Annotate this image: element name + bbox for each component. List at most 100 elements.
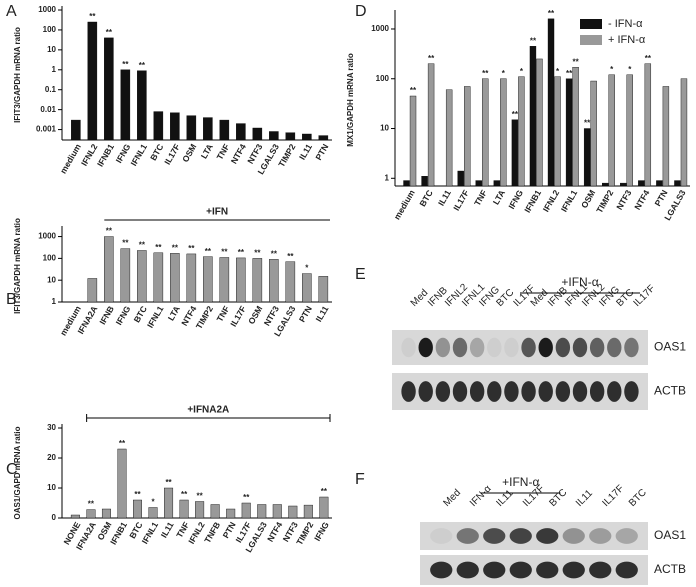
- group-label: +IFN-α: [502, 475, 539, 489]
- blot-band: [456, 561, 479, 579]
- bar: [269, 259, 279, 303]
- x-tick-label: IFNB1: [522, 188, 543, 215]
- blot-band: [483, 528, 506, 544]
- significance: **: [572, 57, 579, 66]
- significance: **: [172, 243, 179, 252]
- lane-label: IFN-α: [468, 483, 494, 509]
- significance: **: [106, 28, 113, 37]
- x-tick-label: IL11: [297, 142, 314, 162]
- bar: [302, 133, 312, 141]
- bar: [71, 119, 81, 141]
- significance: **: [89, 12, 96, 21]
- lane-label: BTC: [547, 487, 569, 509]
- x-tick-label: LTA: [166, 304, 182, 322]
- blot-band: [452, 381, 468, 402]
- bar: [547, 18, 555, 187]
- blot-band: [589, 528, 612, 544]
- significance: **: [139, 241, 146, 250]
- x-tick-label: IFNG: [312, 520, 331, 543]
- bar: [626, 74, 633, 187]
- blot-band: [469, 337, 485, 358]
- legend-label: - IFN-α: [608, 18, 643, 30]
- bar: [303, 504, 313, 519]
- bar: [179, 499, 189, 519]
- blot-band: [469, 381, 485, 402]
- x-tick-label: NTF3: [614, 188, 633, 212]
- x-tick-label: medium: [392, 188, 417, 222]
- blot-strip: [420, 555, 648, 585]
- bar: [195, 501, 205, 519]
- bar: [269, 131, 279, 141]
- blot-band: [572, 381, 588, 402]
- bar: [608, 74, 615, 187]
- x-tick-label: medium: [58, 142, 83, 176]
- bar: [500, 78, 507, 187]
- bar: [319, 496, 329, 519]
- y-tick-label: 0.1: [45, 85, 57, 94]
- bar: [226, 508, 236, 519]
- lane-label: IL17F: [632, 283, 658, 309]
- row-label: OAS1: [654, 528, 686, 542]
- x-tick-label: IL11: [159, 520, 176, 540]
- significance: **: [287, 252, 294, 261]
- x-tick-label: IL11: [313, 304, 330, 324]
- significance: **: [221, 248, 228, 257]
- blot-band: [487, 381, 502, 402]
- y-tick-label: 10: [380, 124, 389, 133]
- y-tick-label: 10: [47, 45, 56, 54]
- y-axis-label: IFIT3/GAPDH mRNA ratio: [13, 218, 22, 314]
- x-tick-label: NTF4: [632, 188, 651, 212]
- blot-band: [521, 381, 536, 402]
- panel-letter: A: [6, 3, 17, 20]
- significance: **: [645, 54, 652, 63]
- bar: [674, 180, 681, 187]
- significance: **: [254, 248, 261, 257]
- bar: [644, 63, 652, 187]
- bar: [101, 508, 111, 519]
- blot-band: [536, 528, 559, 544]
- significance: *: [610, 65, 614, 74]
- significance: **: [139, 61, 146, 70]
- bar: [137, 70, 147, 141]
- significance: **: [548, 9, 555, 18]
- significance: **: [122, 239, 129, 248]
- bar: [572, 67, 579, 187]
- bar: [318, 276, 329, 303]
- bar: [203, 117, 213, 141]
- bar: [511, 119, 519, 187]
- bar: [104, 236, 114, 303]
- significance: **: [119, 439, 126, 448]
- bar: [536, 58, 543, 187]
- significance: **: [530, 36, 537, 45]
- bar: [403, 180, 410, 187]
- blot-band: [401, 381, 416, 402]
- y-axis-label: MX1/GAPDH mRNA ratio: [346, 53, 355, 147]
- row-label: OAS1: [654, 340, 686, 354]
- blot-band: [607, 337, 622, 358]
- bar: [656, 180, 663, 187]
- y-axis-label: OAS1/GAPD mRNA ratio: [13, 426, 22, 519]
- blot-band: [435, 337, 451, 358]
- significance: **: [197, 492, 204, 501]
- blot-band: [538, 381, 553, 402]
- y-tick-label: 100: [43, 25, 57, 34]
- bar: [409, 95, 417, 187]
- panel-letter: B: [6, 291, 17, 308]
- x-tick-label: IFNB1: [95, 142, 116, 169]
- blot-band: [504, 381, 519, 402]
- bar: [219, 257, 230, 303]
- bar: [464, 86, 471, 187]
- bar: [153, 111, 164, 141]
- significance: **: [566, 69, 573, 78]
- blot-band: [555, 381, 571, 402]
- bar: [87, 21, 98, 141]
- lane-label: IL11: [574, 488, 595, 509]
- x-tick-label: TNF: [472, 188, 489, 207]
- bar: [186, 115, 197, 141]
- bar: [70, 514, 80, 519]
- lane-label: Med: [441, 487, 463, 509]
- y-axis-label: IFIT3/GAPDH mRNA ratio: [13, 27, 22, 123]
- significance: **: [410, 86, 417, 95]
- lane-label: Med: [409, 287, 431, 309]
- row-label: ACTB: [654, 562, 686, 576]
